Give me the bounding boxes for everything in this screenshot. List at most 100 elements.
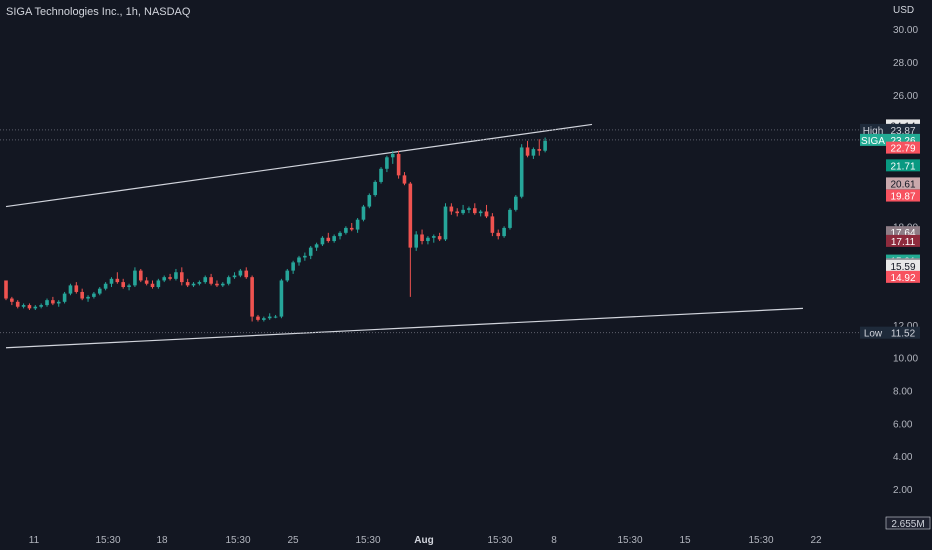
candle-body <box>191 283 196 286</box>
price-label-bg <box>886 123 920 136</box>
price-label-text: 14.92 <box>890 273 915 284</box>
x-tick-label: 22 <box>810 535 822 546</box>
candle-body <box>478 211 483 214</box>
candle-body <box>215 283 219 286</box>
price-tag-bg <box>860 123 886 136</box>
y-tick-label: 10.00 <box>893 354 918 365</box>
x-tick-label: 15:30 <box>355 535 380 546</box>
candle-body <box>326 237 331 242</box>
candle-body <box>279 280 284 317</box>
x-tick-label: Aug <box>414 535 433 546</box>
candle-body <box>256 316 260 320</box>
candle-body <box>431 236 436 238</box>
candle-body <box>543 140 547 151</box>
candle-body <box>80 291 84 299</box>
candle-body <box>109 278 114 284</box>
price-label-text: 22.79 <box>890 144 915 155</box>
candle-body <box>361 206 366 220</box>
candle-body <box>138 270 143 281</box>
candle-body <box>133 270 137 286</box>
candle-body <box>355 219 360 230</box>
trendlines[interactable] <box>5 123 803 349</box>
candle-body <box>297 257 301 263</box>
price-label-text: 17.64 <box>890 228 915 239</box>
candle-body <box>396 154 401 176</box>
price-tag-text: High <box>863 126 884 137</box>
candle-body <box>238 270 243 276</box>
x-tick-label: 15:30 <box>748 535 773 546</box>
candle-body <box>262 318 266 320</box>
candle-body <box>455 211 460 214</box>
candle-body <box>414 234 418 248</box>
candle-body <box>449 206 454 212</box>
trendline[interactable] <box>5 307 803 349</box>
x-tick-label: 15 <box>679 535 691 546</box>
candle-body <box>15 301 20 307</box>
candle-body <box>473 208 477 214</box>
y-tick-label: 6.00 <box>893 419 913 430</box>
candle-body <box>408 183 413 248</box>
candle-body <box>461 209 465 214</box>
x-tick-label: 15:30 <box>225 535 250 546</box>
candle-body <box>185 282 190 286</box>
candle-body <box>285 270 290 281</box>
price-labels: 24.14High23.87SIGA23.2622.7921.7120.6119… <box>860 119 931 530</box>
candle-body <box>4 280 8 299</box>
price-label-bg <box>886 141 920 154</box>
price-label-text: 17.11 <box>891 237 916 248</box>
candle-body <box>437 236 442 240</box>
y-tick-label: 12.00 <box>893 321 918 332</box>
trendline[interactable] <box>5 123 593 208</box>
candle-body <box>291 262 295 271</box>
candle-body <box>508 209 512 228</box>
candle-body <box>514 196 518 210</box>
x-tick-label: 25 <box>287 535 299 546</box>
candle-body <box>39 305 43 307</box>
x-tick-label: 8 <box>551 535 557 546</box>
candle-body <box>443 206 448 240</box>
candle-body <box>97 288 102 294</box>
candle-body <box>273 316 278 318</box>
high-low-lines <box>0 129 884 334</box>
candle-body <box>332 236 336 242</box>
candle-body <box>426 237 430 242</box>
candle-body <box>367 195 372 207</box>
y-tick-label: 4.00 <box>893 452 913 463</box>
candle-body <box>303 255 307 258</box>
candle-body <box>156 280 161 288</box>
x-tick-label: 15:30 <box>487 535 512 546</box>
x-tick-label: 15:30 <box>95 535 120 546</box>
candle-body <box>33 306 38 309</box>
currency-label: USD <box>893 5 915 16</box>
y-tick-label: 28.00 <box>893 58 918 69</box>
candle-body <box>525 147 530 156</box>
candle-body <box>402 175 407 184</box>
x-axis[interactable]: 11 15:30 18 15:30 25 15:30 Aug 15:30 8 15:30 15 15:… <box>29 535 822 546</box>
candle-body <box>308 247 313 256</box>
price-label-bg <box>886 234 920 247</box>
y-tick-label: 30.00 <box>893 25 918 36</box>
candle-body <box>320 237 325 245</box>
candle-body <box>10 298 14 302</box>
price-tag-bg <box>860 326 886 339</box>
candle-body <box>344 227 348 233</box>
price-label-bg <box>886 177 920 190</box>
candle-body <box>162 277 167 281</box>
price-label-bg <box>886 259 920 272</box>
candle-body <box>232 275 237 278</box>
y-tick-label: 2.00 <box>893 485 913 496</box>
candle-body <box>484 211 489 217</box>
candle-body <box>21 305 26 307</box>
volume-label-bg <box>885 516 931 530</box>
price-label-text: 23.87 <box>890 126 915 137</box>
candle-body <box>115 278 120 283</box>
chart-title: SIGA Technologies Inc., 1h, NASDAQ <box>6 6 191 18</box>
candle-body <box>127 285 131 288</box>
candle-body <box>349 227 354 230</box>
price-tag-bg <box>860 133 886 146</box>
x-tick-label: 15:30 <box>617 535 642 546</box>
candle-body <box>27 305 32 309</box>
candle-body <box>373 181 377 196</box>
x-tick-label: 18 <box>156 535 168 546</box>
